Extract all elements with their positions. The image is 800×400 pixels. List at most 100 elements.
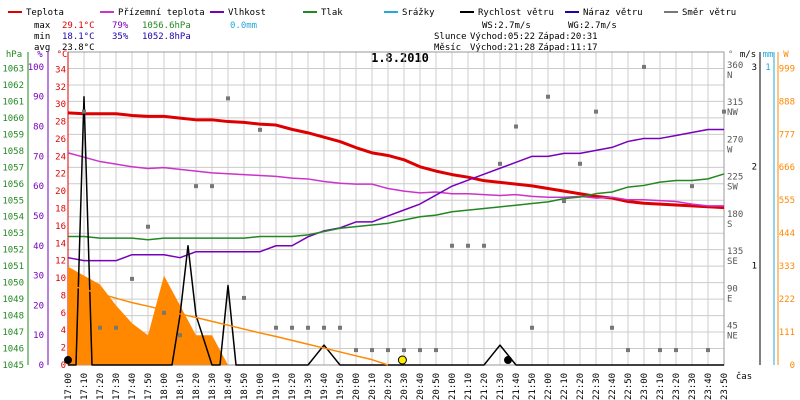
stat-avg-label: avg [34, 43, 50, 53]
x-tick-label: 18:00 [160, 373, 170, 400]
tick-percent: 60 [33, 182, 44, 192]
x-tick-label: 17:40 [128, 373, 138, 400]
x-tick-label: 23:40 [704, 373, 714, 400]
tick-w: 555 [779, 196, 795, 206]
x-tick-label: 22:20 [576, 373, 586, 400]
tick-celsius: 18 [55, 205, 66, 215]
tick-percent: 30 [33, 272, 44, 282]
direction-point [418, 348, 422, 353]
tick-hpa: 1052 [2, 246, 24, 256]
rain-area [68, 266, 228, 365]
tick-w: 666 [779, 163, 795, 173]
tick-w: 999 [779, 64, 795, 74]
tick-direction-deg: 270 [727, 135, 743, 145]
series-line-4 [68, 95, 724, 366]
direction-point [370, 348, 374, 353]
series-line-2 [67, 128, 724, 262]
stats-block: max 29.1°C 79% 1056.6hPa 0.0mm min 18.1°… [34, 21, 257, 53]
wg-value: WG:2.7m/s [568, 21, 617, 31]
tick-celsius: 0 [61, 361, 66, 371]
tick-hpa: 1061 [2, 97, 24, 107]
sunset-marker [397, 355, 407, 365]
tick-celsius: 24 [55, 152, 66, 162]
stat-max-press: 1056.6hPa [142, 21, 191, 31]
tick-percent: 40 [33, 242, 44, 252]
tick-hpa: 1045 [2, 361, 24, 371]
direction-point [578, 161, 582, 166]
x-tick-label: 21:20 [480, 373, 490, 400]
direction-point [210, 184, 214, 189]
x-tick-label: 18:40 [224, 373, 234, 400]
x-tick-label: 20:10 [368, 373, 378, 400]
tick-celsius: 34 [55, 65, 66, 75]
direction-point [114, 325, 118, 330]
tick-celsius: 30 [55, 100, 66, 110]
tick-hpa: 1059 [2, 130, 24, 140]
x-tick-label: 21:30 [496, 373, 506, 400]
x-tick-label: 19:30 [304, 373, 314, 400]
x-tick-label: 18:10 [176, 373, 186, 400]
stat-max-rain: 0.0mm [230, 21, 257, 31]
sun-label: Slunce [434, 32, 467, 42]
x-tick-label: 21:40 [512, 373, 522, 400]
legend-label: Tlak [321, 8, 343, 18]
tick-celsius: 14 [55, 239, 66, 249]
axis-label-hpa: hPa [6, 50, 22, 60]
stat-min-temp: 18.1°C [62, 32, 95, 42]
axis-label-percent: % [37, 50, 43, 60]
tick-ms: 2 [752, 162, 757, 172]
tick-direction-name: SE [727, 257, 738, 267]
x-tick-label: 19:40 [320, 373, 330, 400]
series-line-0 [67, 111, 725, 210]
axis-label-celsius: °C [57, 50, 68, 60]
tick-ms: 1 [752, 262, 757, 272]
plot-area [64, 64, 726, 366]
series-line-5 [67, 284, 389, 366]
direction-point [594, 109, 598, 114]
tick-percent: 90 [33, 93, 44, 103]
tick-celsius: 16 [55, 222, 66, 232]
direction-point [626, 348, 630, 353]
x-tick-label: 17:10 [80, 373, 90, 400]
x-tick-label: 19:10 [272, 373, 282, 400]
tick-hpa: 1060 [2, 114, 24, 124]
tick-direction-name: NW [727, 108, 738, 118]
x-tick-label: 22:10 [560, 373, 570, 400]
direction-point [258, 127, 262, 132]
direction-point [338, 325, 342, 330]
direction-point [482, 243, 486, 248]
direction-point [562, 199, 566, 204]
tick-celsius: 4 [61, 326, 66, 336]
x-tick-label: 18:20 [192, 373, 202, 400]
sun-set: Západ:20:31 [538, 32, 598, 42]
direction-point [530, 325, 534, 330]
direction-point [322, 325, 326, 330]
x-tick-label: 22:40 [608, 373, 618, 400]
axes: hPa% °C1063106210611060105910581057105610… [2, 50, 795, 400]
tick-celsius: 12 [55, 257, 66, 267]
x-tick-label: 20:00 [352, 373, 362, 400]
direction-point [146, 224, 150, 229]
tick-hpa: 1046 [2, 345, 24, 355]
tick-mm: 1 [765, 63, 770, 73]
direction-point [242, 295, 246, 300]
tick-direction-name: SW [727, 183, 738, 193]
direction-point [162, 310, 166, 315]
direction-point [690, 184, 694, 189]
x-tick-label: 23:30 [688, 373, 698, 400]
x-tick-label: 23:00 [640, 373, 650, 400]
series-line-3 [68, 173, 725, 241]
direction-point [226, 96, 230, 101]
tick-direction-name: S [727, 220, 732, 230]
tick-celsius: 20 [55, 187, 66, 197]
tick-celsius: 28 [55, 118, 66, 128]
x-tick-label: 21:10 [464, 373, 474, 400]
series-line-1 [67, 152, 724, 207]
direction-point [82, 109, 86, 114]
legend-label: Vlhkost [228, 8, 266, 18]
stat-min-press: 1052.8hPa [142, 32, 191, 42]
tick-w: 444 [779, 229, 795, 239]
x-tick-label: 20:20 [384, 373, 394, 400]
direction-point [402, 348, 406, 353]
